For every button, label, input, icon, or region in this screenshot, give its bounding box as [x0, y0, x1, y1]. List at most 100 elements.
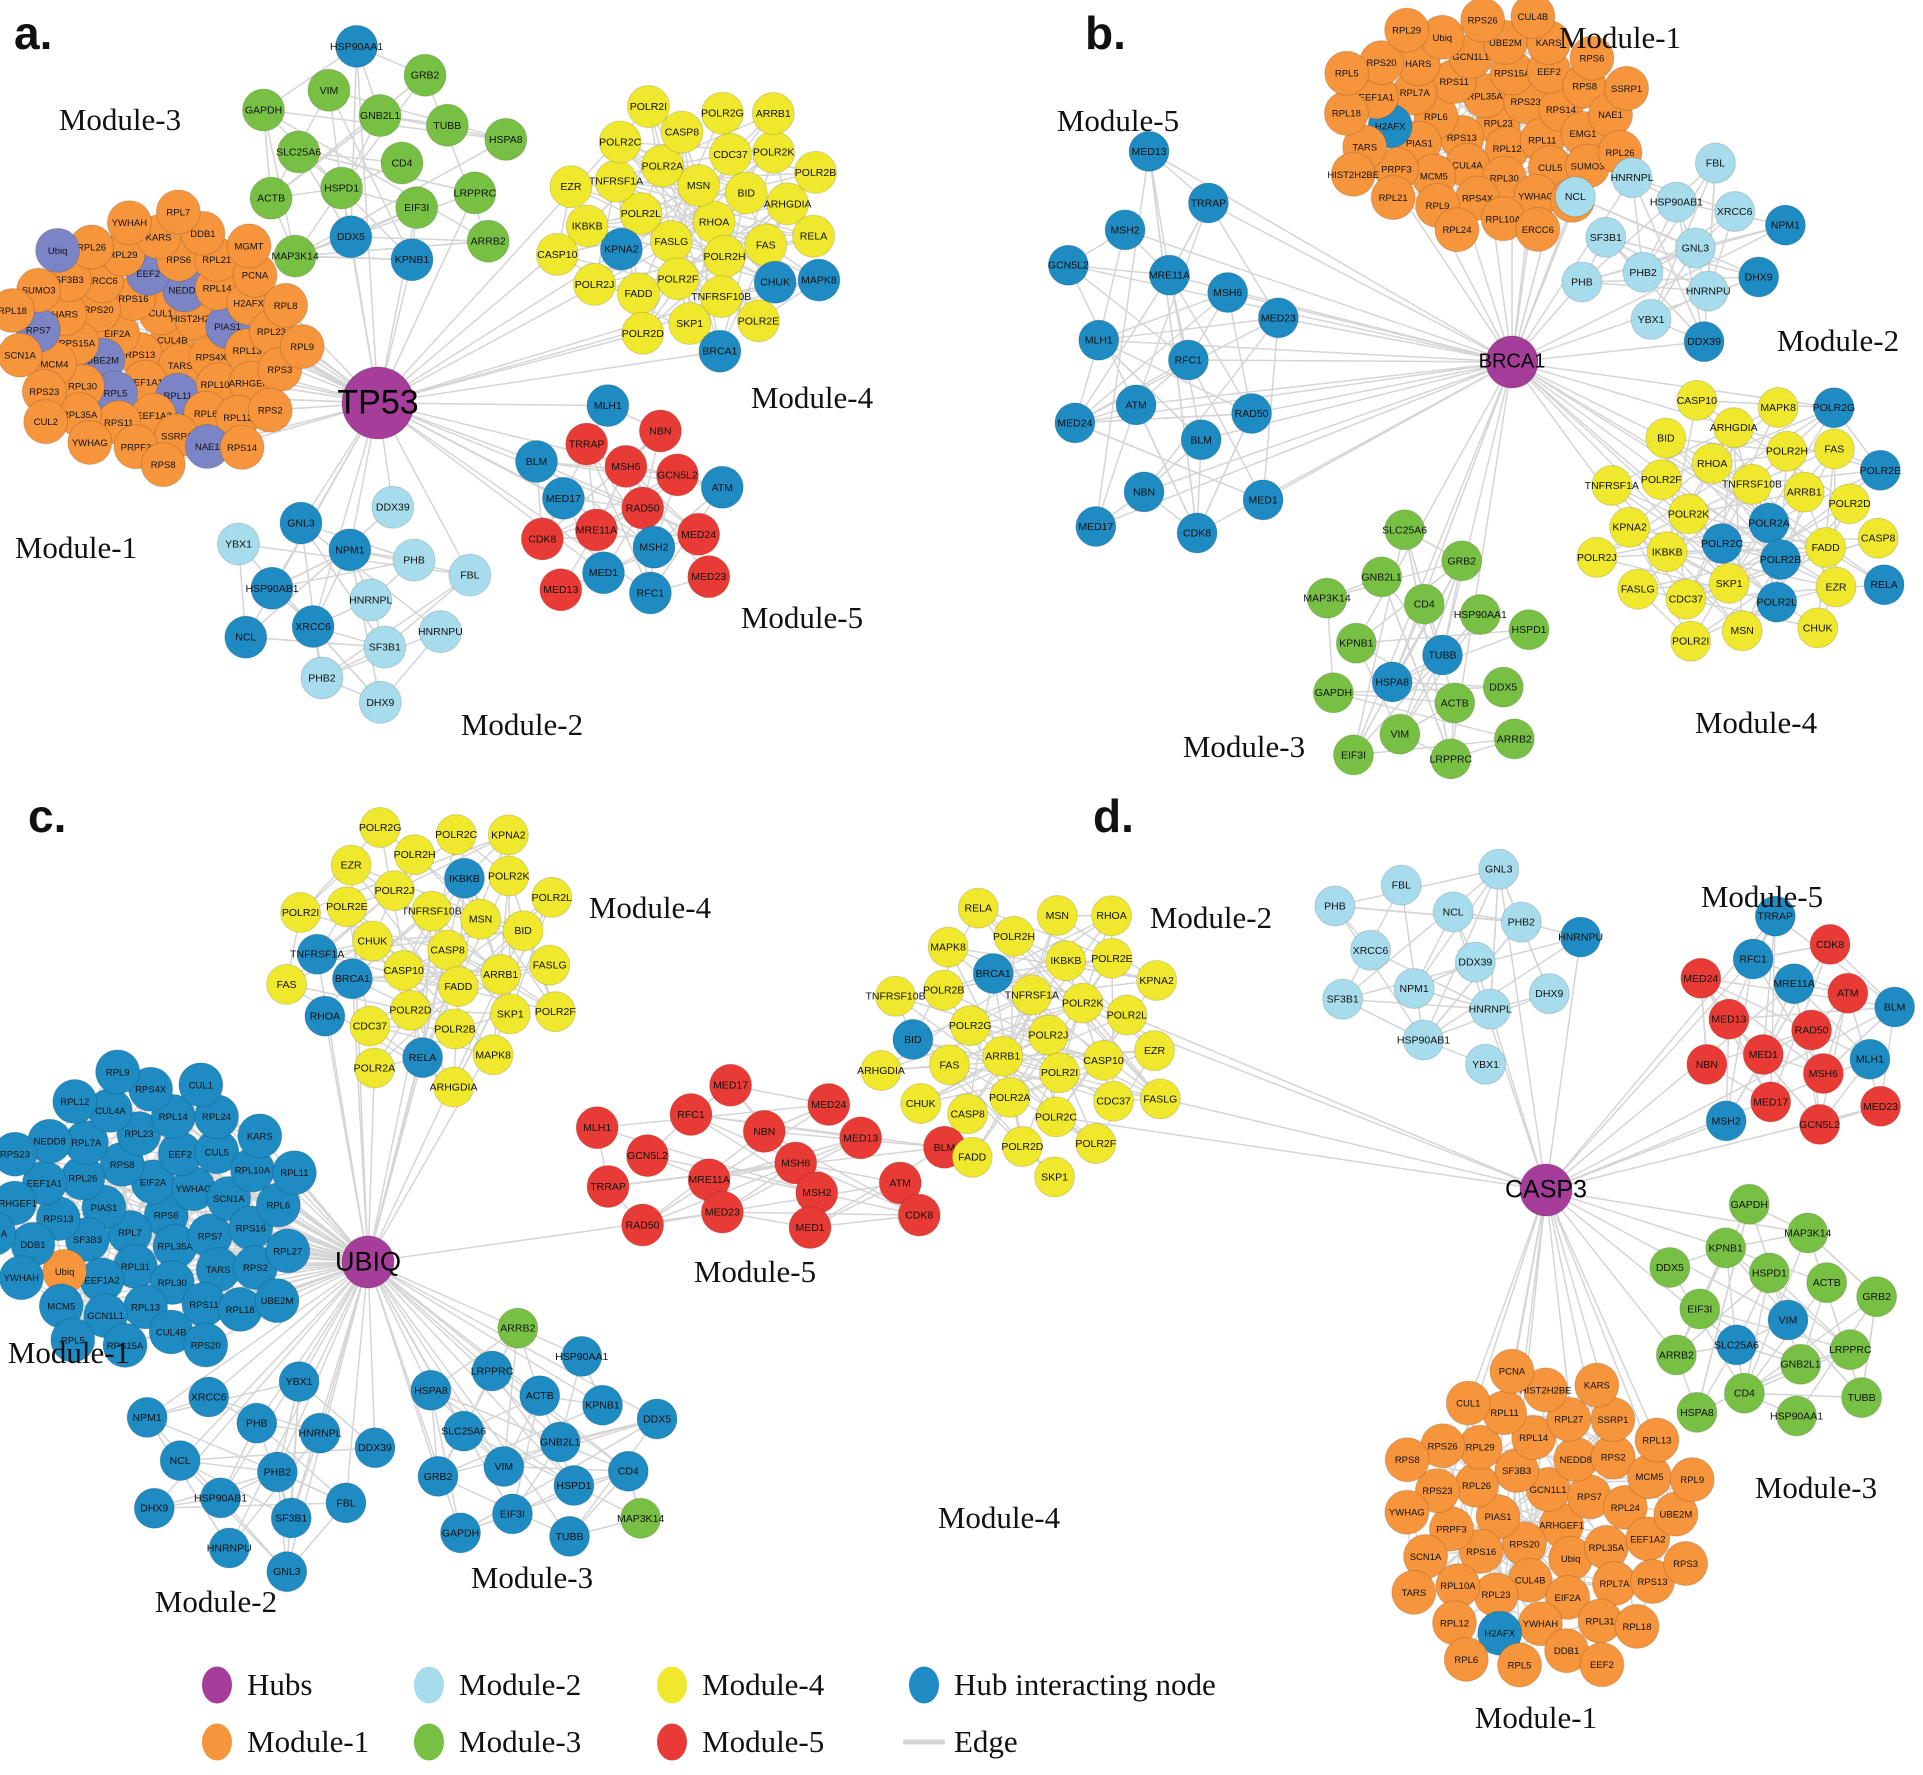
network-node[interactable]: DDX39: [1454, 941, 1496, 983]
network-node[interactable]: CHUK: [1797, 607, 1839, 649]
network-node[interactable]: POLR2A: [640, 144, 684, 188]
network-node[interactable]: DDX5: [329, 215, 373, 259]
network-node[interactable]: ACTB: [1806, 1262, 1848, 1304]
network-node[interactable]: GRB2: [1856, 1276, 1898, 1318]
network-node[interactable]: CDK8: [520, 517, 564, 561]
network-node[interactable]: RPL13: [1634, 1417, 1680, 1463]
network-node[interactable]: TNFRSF10B: [875, 975, 917, 1017]
network-node[interactable]: FADD: [1805, 526, 1847, 568]
network-node[interactable]: GRB2: [1441, 540, 1483, 582]
network-node[interactable]: CDK8: [897, 1193, 941, 1237]
network-node[interactable]: MLH1: [1849, 1038, 1891, 1080]
network-node[interactable]: FADD: [616, 272, 660, 316]
network-node[interactable]: PHB2: [300, 656, 344, 700]
network-node[interactable]: GNL3: [1674, 227, 1716, 269]
network-node[interactable]: FBL: [325, 1482, 367, 1524]
network-node[interactable]: BRCA1: [331, 958, 373, 1000]
network-node[interactable]: EZR: [1815, 566, 1857, 608]
network-node[interactable]: HSPD1: [320, 166, 364, 210]
network-node[interactable]: HNRNPU: [418, 610, 462, 654]
network-node[interactable]: EEF2: [1579, 1642, 1625, 1688]
network-node[interactable]: POLR2C: [1035, 1096, 1077, 1138]
network-node[interactable]: GAPDH: [440, 1512, 482, 1554]
network-node[interactable]: SF3B1: [270, 1497, 312, 1539]
network-node[interactable]: HNRNPL: [299, 1412, 341, 1454]
network-node[interactable]: CDC37: [349, 1005, 391, 1047]
network-node[interactable]: MAP3K14: [620, 1497, 662, 1539]
network-node[interactable]: MED24: [1054, 402, 1096, 444]
network-node[interactable]: FASLG: [1139, 1078, 1181, 1120]
network-node[interactable]: VIM: [1767, 1299, 1809, 1341]
network-node[interactable]: GNB2L1: [1361, 556, 1403, 598]
network-node[interactable]: RPL24: [1434, 207, 1480, 253]
hub-node[interactable]: [1485, 335, 1539, 389]
network-node[interactable]: NCL: [1554, 176, 1596, 218]
network-node[interactable]: DDX39: [371, 485, 415, 529]
network-node[interactable]: MAP3K14: [1306, 577, 1348, 619]
network-node[interactable]: POLR2B: [1759, 538, 1801, 580]
network-node[interactable]: NPM1: [1764, 204, 1806, 246]
network-node[interactable]: ATM: [1115, 384, 1157, 426]
network-node[interactable]: MSN: [460, 898, 502, 940]
network-node[interactable]: IKBKB: [565, 204, 609, 248]
network-node[interactable]: NCL: [1432, 891, 1474, 933]
network-node[interactable]: HSPD1: [553, 1465, 595, 1507]
network-node[interactable]: RHOA: [1091, 895, 1133, 937]
network-node[interactable]: RAD50: [1231, 393, 1273, 435]
network-node[interactable]: MAPK8: [472, 1034, 514, 1076]
network-node[interactable]: POLR2K: [752, 130, 796, 174]
network-node[interactable]: EIF3I: [1679, 1288, 1721, 1330]
network-node[interactable]: MRE11A: [574, 508, 618, 552]
network-node[interactable]: GCN5L2: [1799, 1103, 1841, 1145]
network-node[interactable]: POLR2D: [389, 989, 431, 1031]
network-node[interactable]: DHX9: [358, 680, 402, 724]
network-node[interactable]: POLR2F: [1640, 459, 1682, 501]
network-node[interactable]: POLR2H: [703, 234, 747, 278]
network-node[interactable]: RPS6: [1569, 35, 1615, 81]
network-node[interactable]: RPS23: [1414, 1468, 1460, 1514]
network-node[interactable]: KPNB1: [1335, 622, 1377, 664]
network-node[interactable]: RFC1: [628, 571, 672, 615]
hub-node[interactable]: [1519, 1163, 1573, 1217]
network-node[interactable]: MSH6: [1802, 1053, 1844, 1095]
network-node[interactable]: RELA: [957, 887, 999, 929]
network-node[interactable]: FBL: [448, 553, 492, 597]
network-node[interactable]: KPNB1: [390, 238, 434, 282]
network-node[interactable]: MSH2: [1104, 209, 1146, 251]
network-node[interactable]: VIM: [483, 1445, 525, 1487]
network-node[interactable]: POLR2C: [1701, 523, 1743, 565]
network-node[interactable]: XRCC6: [291, 605, 335, 649]
network-node[interactable]: RPS8: [140, 442, 186, 488]
network-node[interactable]: GCN5L2: [655, 453, 699, 497]
network-node[interactable]: BID: [724, 171, 768, 215]
network-node[interactable]: TNFRSF1A: [1591, 465, 1633, 507]
network-node[interactable]: ARHGEF1: [0, 1180, 38, 1226]
network-node[interactable]: MAP3K14: [273, 234, 317, 278]
network-node[interactable]: CHUK: [900, 1082, 942, 1124]
network-node[interactable]: CUL1: [1445, 1380, 1491, 1426]
network-node[interactable]: HSPD1: [1748, 1252, 1790, 1294]
network-node[interactable]: TRRAP: [1187, 182, 1229, 224]
network-node[interactable]: BID: [892, 1018, 934, 1060]
network-node[interactable]: TNFRSF10B: [1731, 463, 1773, 505]
network-node[interactable]: BID: [502, 910, 544, 952]
network-node[interactable]: CD4: [380, 141, 424, 185]
network-node[interactable]: RFC1: [1167, 339, 1209, 381]
network-node[interactable]: YBX1: [1465, 1043, 1507, 1085]
network-node[interactable]: POLR2K: [1668, 493, 1710, 535]
network-node[interactable]: TNFRSF1A: [1011, 974, 1053, 1016]
network-node[interactable]: CHUK: [753, 260, 797, 304]
network-node[interactable]: PHB2: [1622, 251, 1664, 293]
network-node[interactable]: FADD: [437, 965, 479, 1007]
network-node[interactable]: CASP8: [947, 1093, 989, 1135]
network-node[interactable]: IKBKB: [1646, 531, 1688, 573]
network-node[interactable]: RPL12: [52, 1079, 98, 1125]
network-node[interactable]: NBN: [742, 1109, 786, 1153]
network-node[interactable]: RPS3: [1663, 1541, 1709, 1587]
network-node[interactable]: ARRB1: [1783, 471, 1825, 513]
network-node[interactable]: POLR2D: [621, 311, 665, 355]
network-node[interactable]: HSPA8: [484, 117, 528, 161]
network-node[interactable]: ARHGDIA: [1713, 407, 1755, 449]
network-node[interactable]: POLR2B: [434, 1008, 476, 1050]
network-node[interactable]: HNRNPL: [1611, 157, 1653, 199]
